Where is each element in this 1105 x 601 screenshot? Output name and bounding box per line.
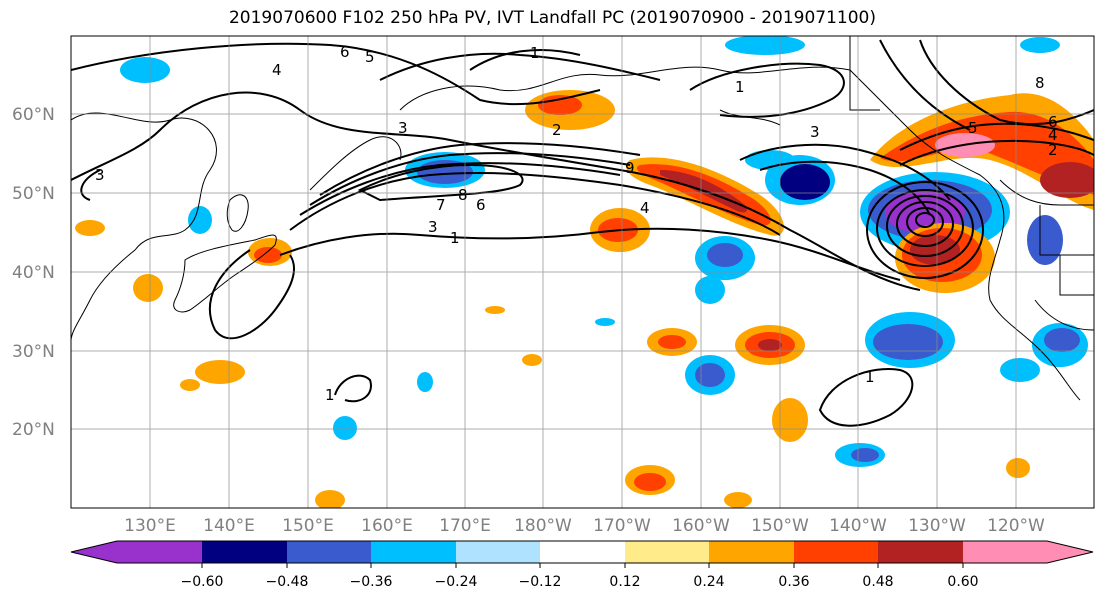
colorbar-tick-label: 0.48 [862,574,893,590]
contour-label: 1 [735,78,745,96]
colorbar-segment [117,541,202,563]
colorbar-segment [878,541,963,563]
colorbar-segment [287,541,371,563]
colorbar-segment [371,541,456,563]
colorbar-segment [794,541,878,563]
contour-label: 1 [325,386,335,404]
colorbar-segment [202,541,287,563]
contour-label: 6 [340,43,350,61]
lon-label: 160°E [361,516,413,536]
contour-label: 3 [95,166,105,184]
contour-label: 6 [1048,113,1058,131]
contour-label: 4 [272,61,282,79]
contour-label: 4 [640,199,650,217]
lat-label: 60°N [12,105,55,125]
colorbar-segment [625,541,709,563]
colorbar-tick-label: 0.24 [693,574,724,590]
colorbar: −0.60 −0.48 −0.36 −0.24 −0.12 0.12 0.24 … [70,540,1094,590]
colorbar-outline [70,540,1094,564]
colorbar-tick-label: 0.12 [609,574,640,590]
contour-label: 8 [1035,74,1045,92]
colorbar-extend-min [71,541,117,563]
contour-label: 2 [1048,141,1058,159]
lon-label: 170°E [439,516,491,536]
contour-label: 7 [436,196,446,214]
lon-label: 130°E [124,516,176,536]
contour-label: 5 [365,48,375,66]
contour-label: 3 [398,119,408,137]
lat-label: 30°N [12,342,55,362]
lat-label: 40°N [12,263,55,283]
contour-label: 6 [476,196,486,214]
lon-labels: 130°E 140°E 150°E 160°E 170°E 180°W 170°… [124,516,1045,536]
colorbar-tick-label: −0.12 [519,574,562,590]
contour-label: 1 [530,44,540,62]
colorbar-tick-labels: −0.60 −0.48 −0.36 −0.24 −0.12 0.12 0.24 … [181,574,979,590]
lon-label: 130°W [908,516,966,536]
contour-label: 9 [625,159,635,177]
colorbar-tick-label: 0.36 [778,574,809,590]
map-frame [70,35,1095,509]
contour-label: 1 [450,229,460,247]
contour-label: 3 [810,123,820,141]
lon-label: 140°W [829,516,887,536]
contour-label: 2 [552,121,562,139]
colorbar-segment [709,541,794,563]
colorbar-tick-label: 0.60 [947,574,978,590]
lat-labels: 60°N 50°N 40°N 30°N 20°N [12,105,55,440]
lat-label: 20°N [12,420,55,440]
contour-label: 8 [458,186,468,204]
colorbar-tick-label: −0.36 [350,574,393,590]
lon-label: 180°W [514,516,572,536]
lon-label: 150°E [282,516,334,536]
contour-label: 4 [1048,126,1058,144]
contour-label: 3 [428,218,438,236]
map-title: 2019070600 F102 250 hPa PV, IVT Landfall… [228,8,876,28]
coastlines [71,36,1094,401]
colorbar-tick-label: −0.60 [181,574,224,590]
contour-labels: 6 5 4 1 1 2 3 3 3 8 7 6 4 3 1 2 4 6 5 9 … [95,43,1058,404]
colorbar-segment [456,541,540,563]
colorbar-segment [540,541,625,563]
contour-label: 1 [865,368,875,386]
lon-label: 150°W [751,516,809,536]
pv-contours [71,39,1094,427]
colorbar-extend-max [1047,541,1093,563]
colorbar-tick-label: −0.48 [266,574,309,590]
lat-label: 50°N [12,184,55,204]
graticule [71,36,1094,508]
lon-label: 140°E [203,516,255,536]
contour-label: 5 [968,119,978,137]
colorbar-ticks [201,563,964,568]
lon-label: 160°W [672,516,730,536]
lon-label: 120°W [987,516,1045,536]
colorbar-tick-label: −0.24 [435,574,478,590]
lon-label: 170°W [593,516,651,536]
colorbar-segment [963,541,1047,563]
